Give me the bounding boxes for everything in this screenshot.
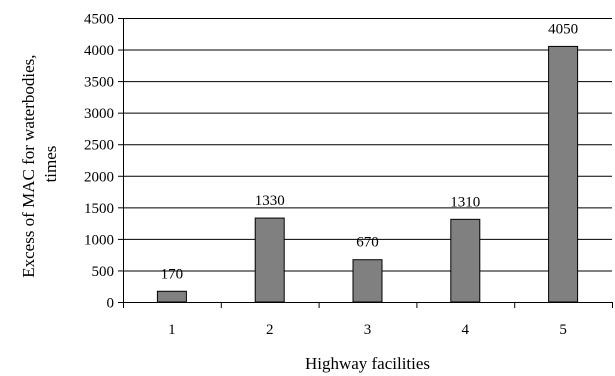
axes <box>118 18 613 308</box>
y-tick-label: 500 <box>92 264 115 280</box>
y-tick-label: 3500 <box>84 75 114 91</box>
bar-3 <box>352 259 383 303</box>
gridlines <box>123 18 612 272</box>
y-tick-label: 1500 <box>84 201 114 217</box>
x-axis-title: Highway facilities <box>305 354 430 373</box>
data-label: 170 <box>161 266 184 282</box>
y-tick-label: 4500 <box>84 12 114 28</box>
y-axis-title-line-1: Excess of MAC for waterbodies, <box>19 54 38 277</box>
y-tick-label: 2000 <box>84 169 114 185</box>
bars <box>156 45 579 303</box>
data-label: 4050 <box>548 21 578 37</box>
x-tick-label: 5 <box>559 322 567 338</box>
labels: 0 500 1000 1500 2000 2500 3000 3500 4000 4500 170 1… <box>84 12 578 339</box>
x-tick-label: 2 <box>266 322 274 338</box>
bar-2 <box>254 217 285 303</box>
y-axis-title: Excess of MAC for waterbodies, times <box>19 50 60 278</box>
y-tick-label: 4000 <box>84 43 114 59</box>
x-tick-label: 1 <box>168 322 176 338</box>
y-tick-label: 3000 <box>84 106 114 122</box>
data-label: 1310 <box>450 194 480 210</box>
bar-5 <box>548 45 579 303</box>
x-tick-label: 3 <box>364 322 372 338</box>
y-tick-label: 2500 <box>84 138 114 154</box>
data-label: 1330 <box>255 193 285 209</box>
bar-4 <box>450 218 481 303</box>
bar-1 <box>156 290 187 303</box>
x-tick-label: 4 <box>462 322 470 338</box>
y-tick-label: 1000 <box>84 232 114 248</box>
y-tick-label: 0 <box>107 296 115 312</box>
data-label: 670 <box>356 235 379 251</box>
y-axis-title-line-2: times <box>41 146 60 183</box>
